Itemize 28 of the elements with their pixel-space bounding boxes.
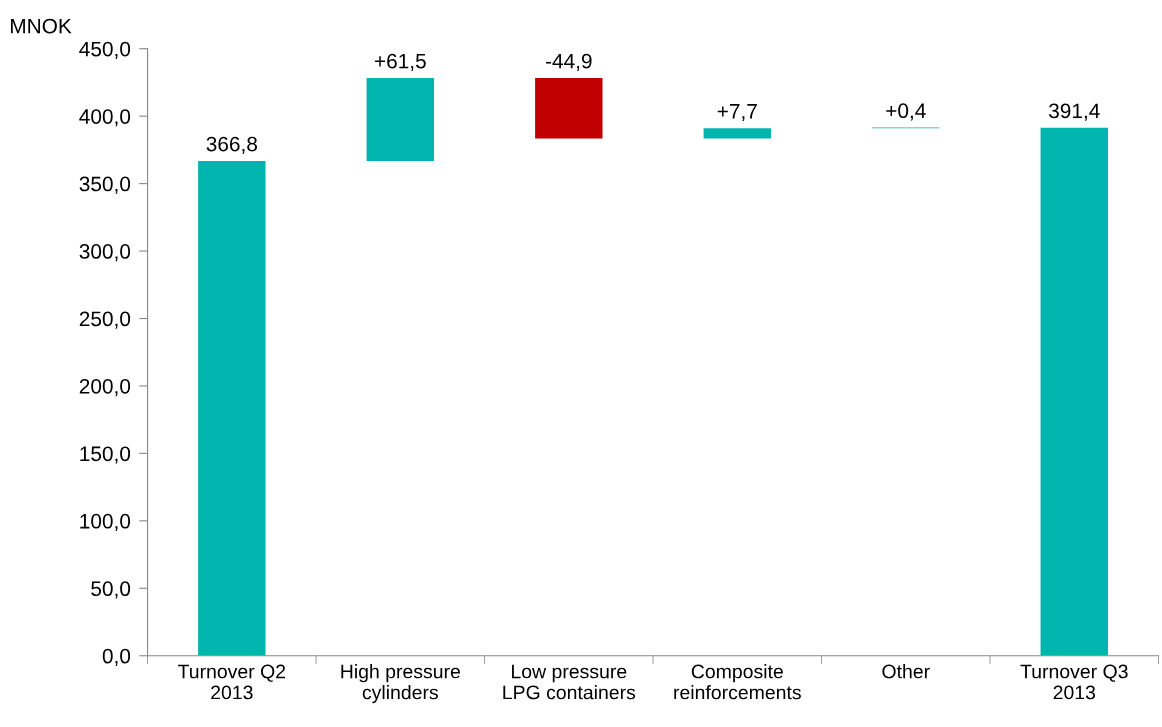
data-label: -44,9: [545, 53, 592, 71]
y-tick-label: 0,0: [102, 648, 131, 666]
data-label: 391,4: [1049, 103, 1100, 121]
y-tick-label: 350,0: [79, 176, 131, 194]
y-tick-label: 100,0: [80, 513, 131, 532]
y-tick-label: 250,0: [79, 311, 131, 329]
data-label: +61,5: [374, 53, 426, 71]
y-tick-label: 150,0: [80, 446, 131, 464]
bar: [198, 160, 266, 656]
y-tick-label: 300,0: [79, 244, 131, 262]
data-label: +0,4: [886, 103, 926, 121]
y-tick-label: 450,0: [79, 41, 131, 59]
x-tick-label: Turnover Q3 2013: [1020, 664, 1128, 700]
x-tick-label: Turnover Q2 2013: [178, 664, 286, 700]
y-tick-label: 50,0: [91, 581, 131, 599]
x-tick-label: Other: [882, 664, 930, 679]
y-tick-label: 200,0: [79, 378, 131, 397]
bar: [366, 77, 435, 161]
x-tick-label: Composite reinforcements: [674, 664, 801, 700]
bar: [1040, 127, 1108, 656]
bar: [535, 77, 603, 139]
y-axis-title: MNOK: [11, 18, 72, 34]
x-tick-label: High pressure cylinders: [341, 664, 460, 704]
y-tick-label: 400,0: [79, 109, 131, 127]
x-tick-label: Low pressure LPG containers: [503, 664, 636, 700]
data-label: 366,8: [206, 136, 257, 154]
bar: [703, 128, 771, 139]
data-label: +7,7: [717, 104, 757, 122]
